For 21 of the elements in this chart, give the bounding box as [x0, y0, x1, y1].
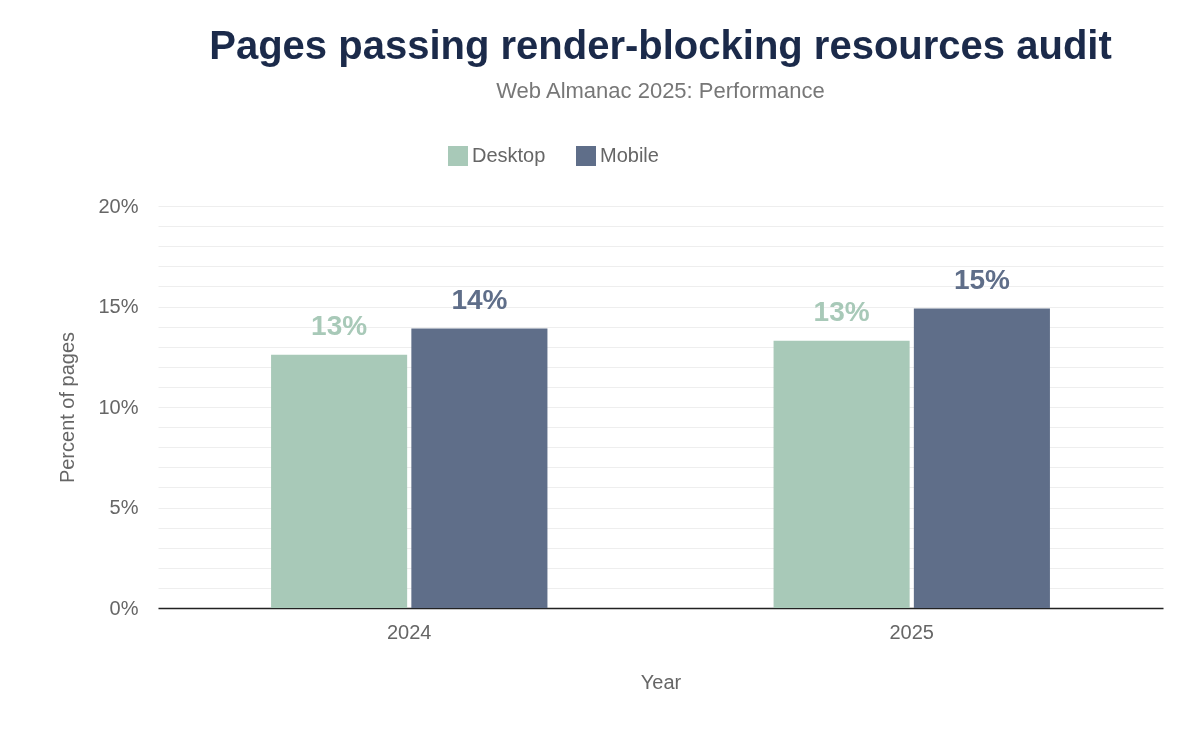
- x-tick-label: 2025: [889, 620, 934, 643]
- y-tick-label: 15%: [98, 295, 139, 317]
- bar: [773, 340, 910, 608]
- data-label: 13%: [813, 295, 870, 327]
- y-tick-label: 5%: [109, 496, 139, 518]
- chart-title: Pages passing render-blocking resources audit: [209, 23, 1112, 67]
- x-tick-label: 2024: [387, 620, 432, 643]
- bar: [411, 328, 548, 608]
- legend-label: Mobile: [600, 144, 659, 166]
- x-axis-title: Year: [640, 670, 682, 693]
- data-label: 14%: [451, 283, 508, 315]
- y-tick-label: 20%: [98, 194, 139, 217]
- chart-subtitle: Web Almanac 2025: Performance: [496, 78, 825, 103]
- data-label: 13%: [311, 309, 368, 341]
- y-tick-label: 10%: [98, 395, 139, 418]
- data-label: 15%: [953, 263, 1011, 295]
- bar: [913, 308, 1050, 608]
- bar: [271, 354, 408, 608]
- legend-label: Desktop: [472, 144, 546, 166]
- y-tick-label: 0%: [109, 596, 139, 619]
- y-axis-title: Percent of pages: [56, 331, 79, 484]
